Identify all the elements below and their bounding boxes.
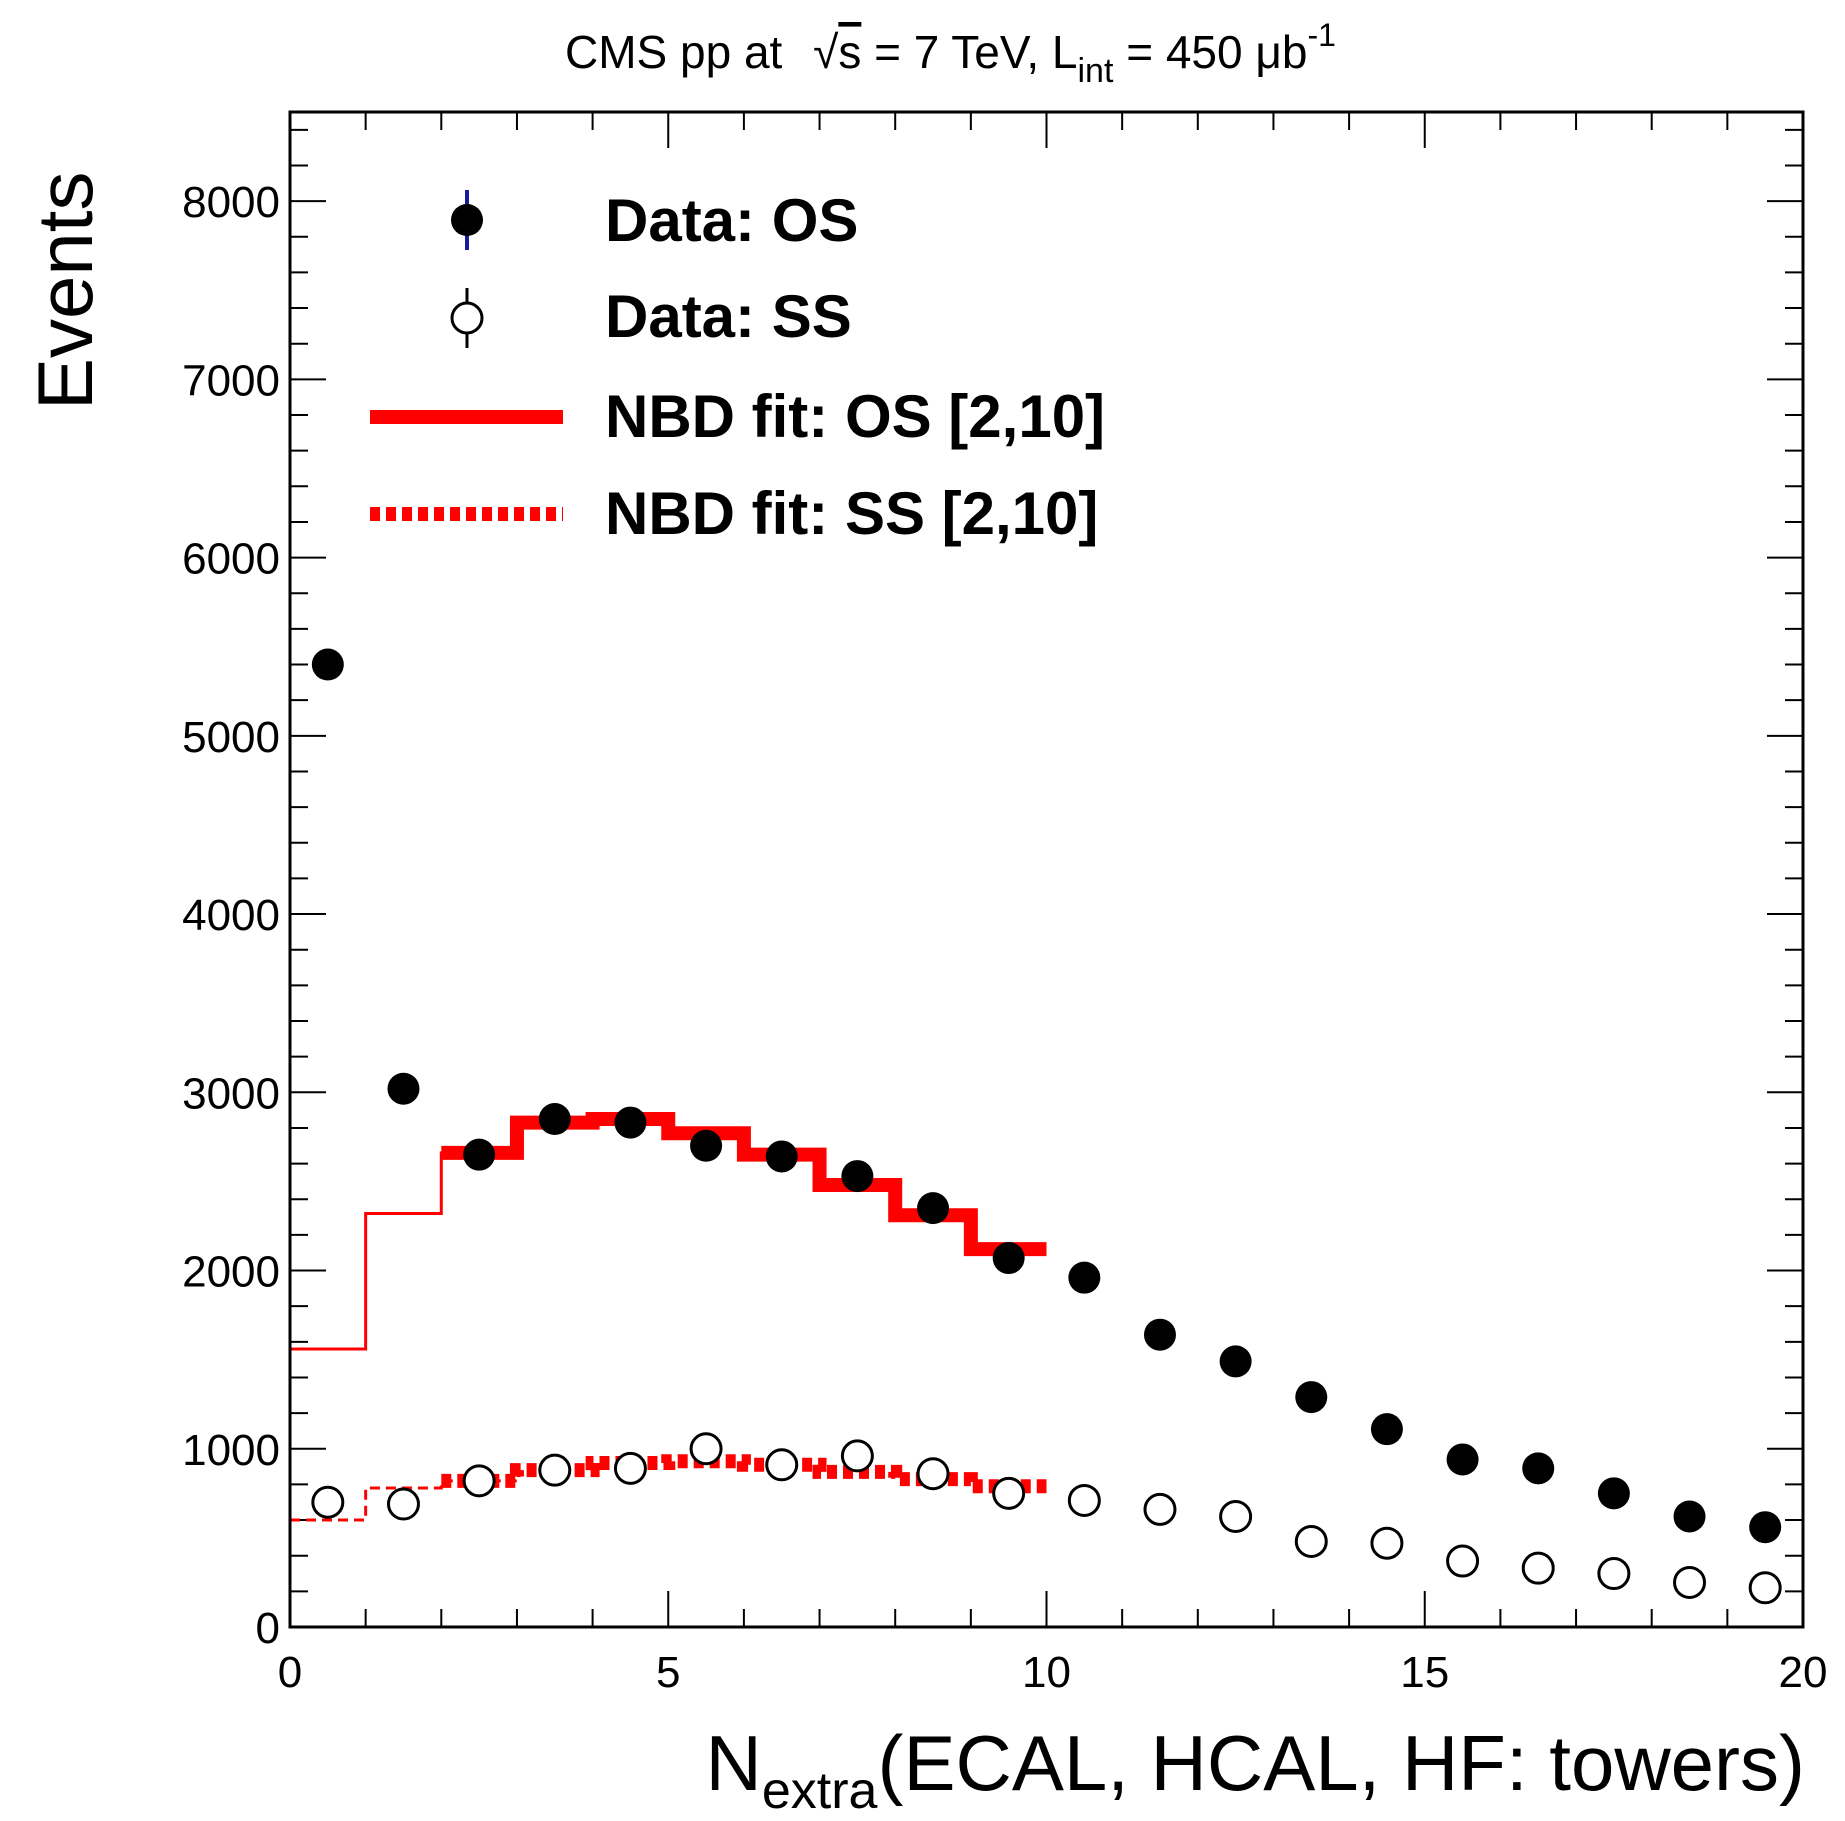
ss-data-point <box>1673 1565 1707 1599</box>
legend-ss-marker <box>450 301 484 335</box>
x-tick-label: 0 <box>278 1648 302 1697</box>
ss-data-point <box>1067 1483 1101 1517</box>
x-tick-label: 20 <box>1779 1648 1828 1697</box>
os-data-point <box>1143 1318 1176 1351</box>
os-data-point <box>1219 1345 1252 1378</box>
legend-os-label: Data: OS <box>605 187 858 254</box>
os-data-point <box>1295 1381 1328 1414</box>
os-data-point <box>463 1138 496 1171</box>
y-tick-label: 1000 <box>182 1426 280 1475</box>
ss-data-point <box>538 1453 572 1487</box>
os-data-point <box>1068 1261 1101 1294</box>
ss-data-point <box>1597 1557 1631 1591</box>
ss-data-point <box>916 1457 950 1491</box>
legend-ss-label: Data: SS <box>605 283 852 350</box>
os-data-point <box>1522 1452 1555 1485</box>
ss-data-point <box>1370 1526 1404 1560</box>
os-data-point <box>765 1140 798 1173</box>
y-tick-label: 7000 <box>182 356 280 405</box>
ss-data-point <box>689 1432 723 1466</box>
x-tick-label: 10 <box>1022 1648 1071 1697</box>
y-tick-labels: 0 1000 2000 3000 4000 5000 6000 7000 8000 <box>182 178 280 1653</box>
x-axis-title: Nextra(ECAL, HCAL, HF: towers) <box>706 1719 1805 1820</box>
ss-data-point <box>613 1451 647 1485</box>
ss-data-point <box>1748 1571 1782 1605</box>
data-points-layer <box>311 648 1782 1605</box>
os-data-point <box>1673 1500 1706 1533</box>
x-tick-label: 5 <box>656 1648 680 1697</box>
os-data-point <box>538 1103 571 1136</box>
y-tick-label: 2000 <box>182 1248 280 1297</box>
os-data-point <box>311 648 344 681</box>
y-tick-label: 5000 <box>182 713 280 762</box>
plot-frame <box>288 110 1805 1629</box>
y-tick-label: 6000 <box>182 535 280 584</box>
os-data-point <box>1446 1443 1479 1476</box>
os-data-point <box>1370 1413 1403 1446</box>
ss-data-point <box>1521 1551 1555 1585</box>
y-tick-label: 0 <box>256 1604 280 1653</box>
x-tick-labels: 0 5 10 15 20 <box>278 1648 1828 1697</box>
ss-data-point <box>311 1485 345 1519</box>
y-tick-label: 3000 <box>182 1069 280 1118</box>
legend-entry-os: Data: OS <box>451 187 858 254</box>
ss-data-point <box>386 1487 420 1521</box>
y-tick-label: 8000 <box>182 178 280 227</box>
os-data-point <box>387 1072 420 1105</box>
legend-entry-ss: Data: SS <box>450 283 852 350</box>
legend-fit-ss-label: NBD fit: SS [2,10] <box>605 480 1098 547</box>
os-data-point <box>841 1160 874 1193</box>
ss-data-point <box>1446 1544 1480 1578</box>
ss-data-point <box>765 1448 799 1482</box>
ss-data-point <box>462 1464 496 1498</box>
legend-fit-os-label: NBD fit: OS [2,10] <box>605 383 1105 450</box>
os-data-point <box>992 1242 1025 1275</box>
chart-title: CMS pp at √s = 7 TeV, Lint = 450 μb-1 <box>565 17 1336 90</box>
ss-data-point <box>840 1439 874 1473</box>
legend-entry-fit-os: NBD fit: OS [2,10] <box>370 383 1105 450</box>
ss-data-point <box>1294 1524 1328 1558</box>
y-tick-label: 4000 <box>182 891 280 940</box>
os-data-point <box>690 1129 723 1162</box>
os-data-point <box>1597 1477 1630 1510</box>
ss-data-point <box>1143 1492 1177 1526</box>
legend-entry-fit-ss: NBD fit: SS [2,10] <box>370 480 1098 547</box>
os-data-point <box>1749 1511 1782 1544</box>
x-tick-label: 15 <box>1400 1648 1449 1697</box>
os-data-point <box>614 1106 647 1139</box>
y-axis-title: Events <box>21 172 109 410</box>
ss-data-point <box>992 1476 1026 1510</box>
ss-data-point <box>1219 1499 1253 1533</box>
legend-os-marker <box>451 204 483 236</box>
legend: Data: OS Data: SS NBD fit: OS [2,10] NBD… <box>370 187 1105 547</box>
os-data-point <box>917 1192 950 1225</box>
